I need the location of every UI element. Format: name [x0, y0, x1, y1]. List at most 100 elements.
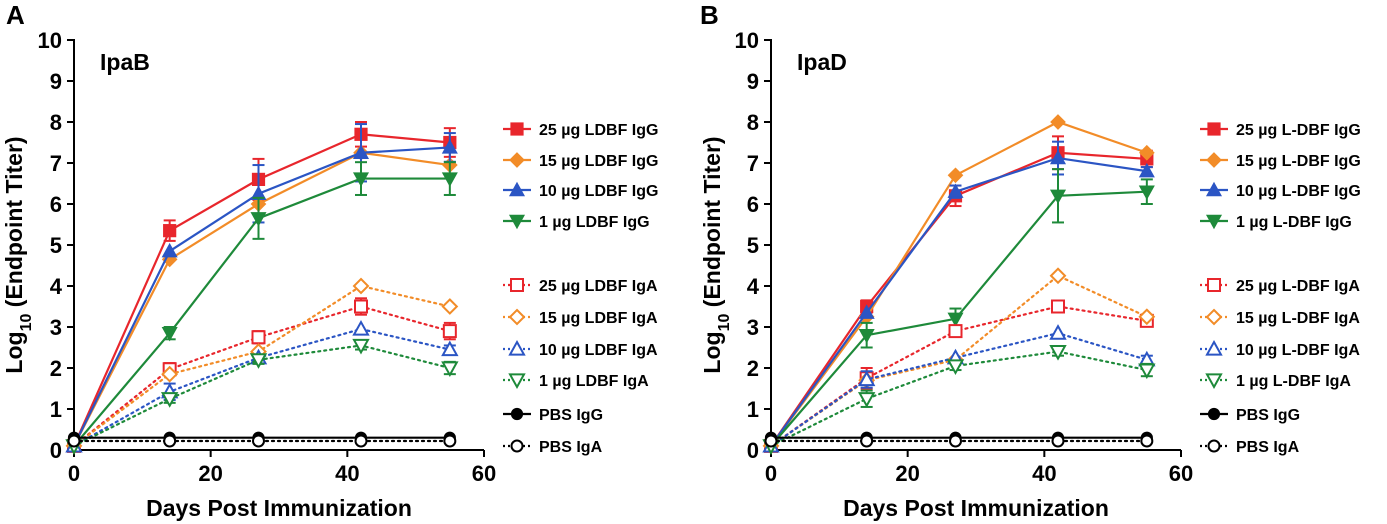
data-point	[1138, 363, 1156, 380]
y-tick-label: 5	[50, 233, 62, 258]
y-tick-label: 5	[747, 233, 759, 258]
legend-item: 1 µg LDBF IgG	[503, 214, 650, 231]
y-tick-label: 6	[50, 192, 62, 217]
x-tick-label: 60	[472, 461, 496, 486]
series-7	[65, 338, 459, 455]
y-tick-label: 4	[747, 274, 760, 299]
series-0	[67, 121, 457, 453]
legend-label: 25 µg LDBF IgA	[539, 278, 658, 295]
legend-item: 15 µg LDBF IgA	[503, 308, 658, 327]
data-point	[857, 370, 876, 387]
y-tick-label: 2	[50, 356, 62, 381]
legend-label: 1 µg LDBF IgG	[539, 214, 650, 231]
data-point	[442, 324, 457, 339]
data-point	[1049, 267, 1067, 285]
y-tick-label: 9	[747, 69, 759, 94]
data-point	[1050, 114, 1066, 130]
legend-label: 1 µg LDBF IgA	[539, 373, 649, 390]
series-line	[72, 284, 451, 447]
data-point	[160, 392, 179, 408]
x-tick-label: 40	[335, 461, 359, 486]
legend-marker	[1205, 373, 1223, 390]
legend-label: PBS IgA	[1236, 439, 1300, 456]
x-tick-label: 60	[1169, 461, 1193, 486]
series-1	[763, 114, 1155, 454]
legend-marker	[508, 181, 526, 197]
data-point	[354, 434, 368, 448]
data-point	[441, 340, 459, 357]
series-line	[769, 350, 1148, 447]
legend-marker	[510, 439, 524, 453]
data-point	[354, 299, 368, 314]
series-3	[762, 168, 1155, 455]
legend-marker	[1205, 308, 1223, 326]
legend-item: 15 µg LDBF IgG	[503, 152, 658, 170]
series-4	[67, 297, 457, 453]
data-point	[1138, 144, 1155, 161]
legend-item: PBS IgG	[503, 407, 603, 424]
legend-item: PBS IgG	[1200, 407, 1300, 424]
data-point	[1049, 345, 1067, 361]
data-point	[443, 434, 457, 448]
x-tick-label: 0	[68, 461, 80, 486]
data-point	[352, 277, 370, 295]
y-axis-title: Log10 (Endpoint Titer)	[699, 136, 733, 373]
data-point	[948, 324, 963, 339]
data-point	[441, 298, 459, 315]
legend-item: 10 µg LDBF IgG	[503, 181, 658, 200]
data-point	[67, 434, 81, 448]
y-axis-title-rest: (Endpoint Titer)	[699, 136, 725, 313]
legend-item: 10 µg L-DBF IgA	[1200, 339, 1360, 359]
y-axis-title: Log10 (Endpoint Titer)	[1, 136, 35, 373]
legend-item: 1 µg L-DBF IgG	[1200, 214, 1352, 231]
data-point	[857, 392, 876, 408]
x-tick-label: 40	[1032, 461, 1056, 486]
panel-b: B IpaD 0 1 2 3 4 5 6 7 8 9 10 0 20 40 60 Days Post Immuni…	[699, 0, 1361, 521]
data-point	[252, 434, 265, 448]
data-point	[1138, 162, 1155, 178]
legend-label: 10 µg L-DBF IgG	[1236, 183, 1361, 200]
legend-marker	[1207, 407, 1221, 421]
legend-label: 25 µg L-DBF IgA	[1236, 278, 1360, 295]
data-point	[441, 139, 458, 154]
y-axis-title-subscript: 10	[18, 314, 35, 332]
legend-label: 25 µg LDBF IgG	[539, 122, 658, 139]
data-point	[352, 338, 370, 355]
x-tick-label: 0	[765, 461, 777, 486]
y-tick-label: 6	[747, 192, 759, 217]
legend-label: 10 µg LDBF IgA	[539, 342, 658, 359]
y-axis-title-subscript: 10	[716, 314, 733, 332]
legend-label: PBS IgG	[539, 407, 603, 424]
y-axis-title-main: Log	[699, 331, 725, 373]
legend-marker	[1205, 339, 1223, 356]
series-9	[764, 434, 1154, 448]
y-tick-label: 2	[747, 356, 759, 381]
legend-item: 1 µg LDBF IgA	[503, 373, 649, 390]
x-tick-label: 20	[198, 461, 222, 486]
data-point	[251, 330, 266, 345]
legend-item: 15 µg L-DBF IgA	[1200, 308, 1360, 327]
legend-item: 10 µg LDBF IgA	[503, 339, 658, 359]
legend-item: 25 µg L-DBF IgA	[1200, 278, 1360, 295]
legend-item: 25 µg LDBF IgG	[503, 122, 658, 139]
y-tick-label: 1	[747, 397, 759, 422]
legend-item: 25 µg L-DBF IgG	[1200, 122, 1361, 139]
legend-marker	[510, 407, 524, 421]
legend-label: 15 µg LDBF IgA	[539, 310, 658, 327]
y-tick-label: 3	[747, 315, 759, 340]
series-line	[769, 120, 1148, 447]
legend-item: PBS IgA	[1200, 439, 1300, 456]
legend-label: 15 µg LDBF IgG	[539, 153, 658, 170]
series-line	[72, 305, 451, 447]
data-point	[163, 434, 177, 448]
x-tick-label: 20	[895, 461, 919, 486]
data-point	[858, 304, 875, 319]
data-point	[1051, 299, 1065, 314]
legend-label: 15 µg L-DBF IgA	[1236, 310, 1360, 327]
data-point	[858, 329, 875, 344]
legend-label: 15 µg L-DBF IgG	[1236, 153, 1361, 170]
data-point	[1049, 149, 1067, 165]
y-tick-label: 0	[747, 438, 759, 463]
data-point	[441, 172, 458, 187]
legend-marker	[1207, 439, 1221, 453]
